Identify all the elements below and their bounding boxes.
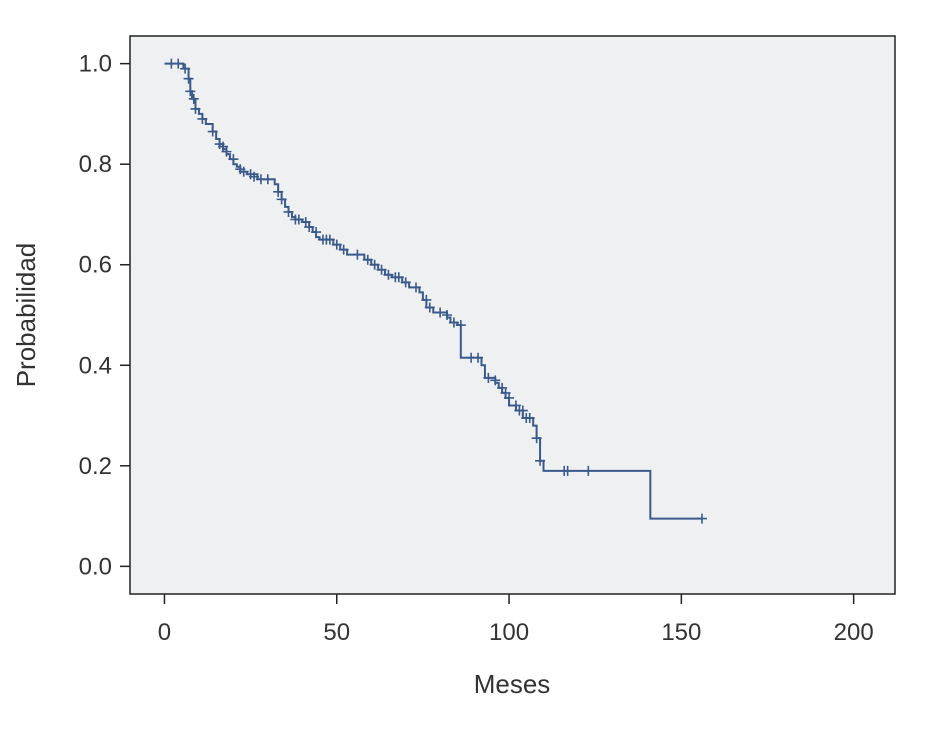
censor-mark (276, 194, 287, 205)
censor-mark (238, 166, 249, 177)
censor-mark (300, 217, 311, 227)
censor-mark (221, 146, 232, 157)
censor-mark (376, 264, 387, 275)
x-tick-label: 50 (323, 619, 350, 646)
censor-mark (500, 387, 511, 398)
censor-mark (262, 174, 273, 185)
censor-mark (442, 310, 453, 320)
censor-mark (338, 244, 349, 255)
censor-mark (490, 375, 501, 386)
censor-mark (185, 86, 196, 97)
censor-mark (311, 227, 322, 238)
censor-mark (455, 320, 466, 331)
censor-mark (249, 171, 260, 182)
censor-mark (352, 249, 363, 260)
censor-mark (218, 141, 229, 152)
plot-area-background (129, 35, 896, 595)
censor-mark (400, 277, 411, 288)
censor-mark (473, 352, 484, 363)
y-tick-label: 0.8 (79, 151, 112, 178)
x-axis-title: Meses (474, 669, 551, 699)
censor-mark (228, 154, 239, 165)
censor-mark (424, 302, 435, 313)
censor-mark (697, 513, 708, 524)
censor-mark (535, 455, 546, 466)
censor-mark (331, 239, 342, 250)
x-tick-label: 200 (834, 619, 874, 646)
censor-mark (362, 254, 373, 265)
censor-mark (369, 259, 380, 270)
series-layer (164, 58, 708, 524)
censor-mark (197, 113, 208, 124)
censor-mark (435, 307, 446, 318)
censor-mark (411, 282, 422, 293)
censor-mark (273, 186, 284, 197)
y-tick-label: 0.4 (79, 352, 112, 379)
x-tick-label: 150 (661, 619, 701, 646)
censor-mark (531, 433, 542, 444)
censor-mark (188, 93, 199, 104)
censor-mark (524, 413, 535, 424)
x-axis-ticks: 0 50 100 150 200 (158, 594, 874, 646)
censor-mark (173, 58, 184, 69)
censor-mark (510, 400, 521, 411)
y-tick-label: 0.0 (79, 553, 112, 580)
y-tick-label: 1.0 (79, 51, 112, 78)
censor-mark (421, 294, 432, 305)
censor-mark (293, 214, 304, 225)
censor-mark (562, 465, 573, 476)
y-axis-title: Probabilidad (11, 243, 41, 388)
censor-mark (497, 382, 508, 393)
censor-mark (304, 222, 315, 233)
censor-mark (517, 405, 528, 416)
censor-mark (393, 272, 404, 283)
y-axis-ticks: 0.0 0.2 0.4 0.6 0.8 1.0 (79, 51, 130, 580)
y-tick-label: 0.2 (79, 453, 112, 480)
censor-mark (583, 465, 594, 476)
x-tick-label: 0 (158, 619, 171, 646)
censor-mark (207, 126, 218, 137)
censor-mark (324, 234, 335, 245)
y-tick-label: 0.6 (79, 252, 112, 279)
censor-mark (283, 206, 294, 217)
censor-mark (190, 103, 201, 114)
censor-mark (483, 372, 494, 383)
x-tick-label: 100 (489, 619, 529, 646)
censor-mark (183, 73, 194, 84)
censor-mark (504, 392, 515, 403)
censor-mark (180, 63, 191, 74)
censor-mark (448, 317, 459, 328)
censor-mark (383, 269, 394, 280)
